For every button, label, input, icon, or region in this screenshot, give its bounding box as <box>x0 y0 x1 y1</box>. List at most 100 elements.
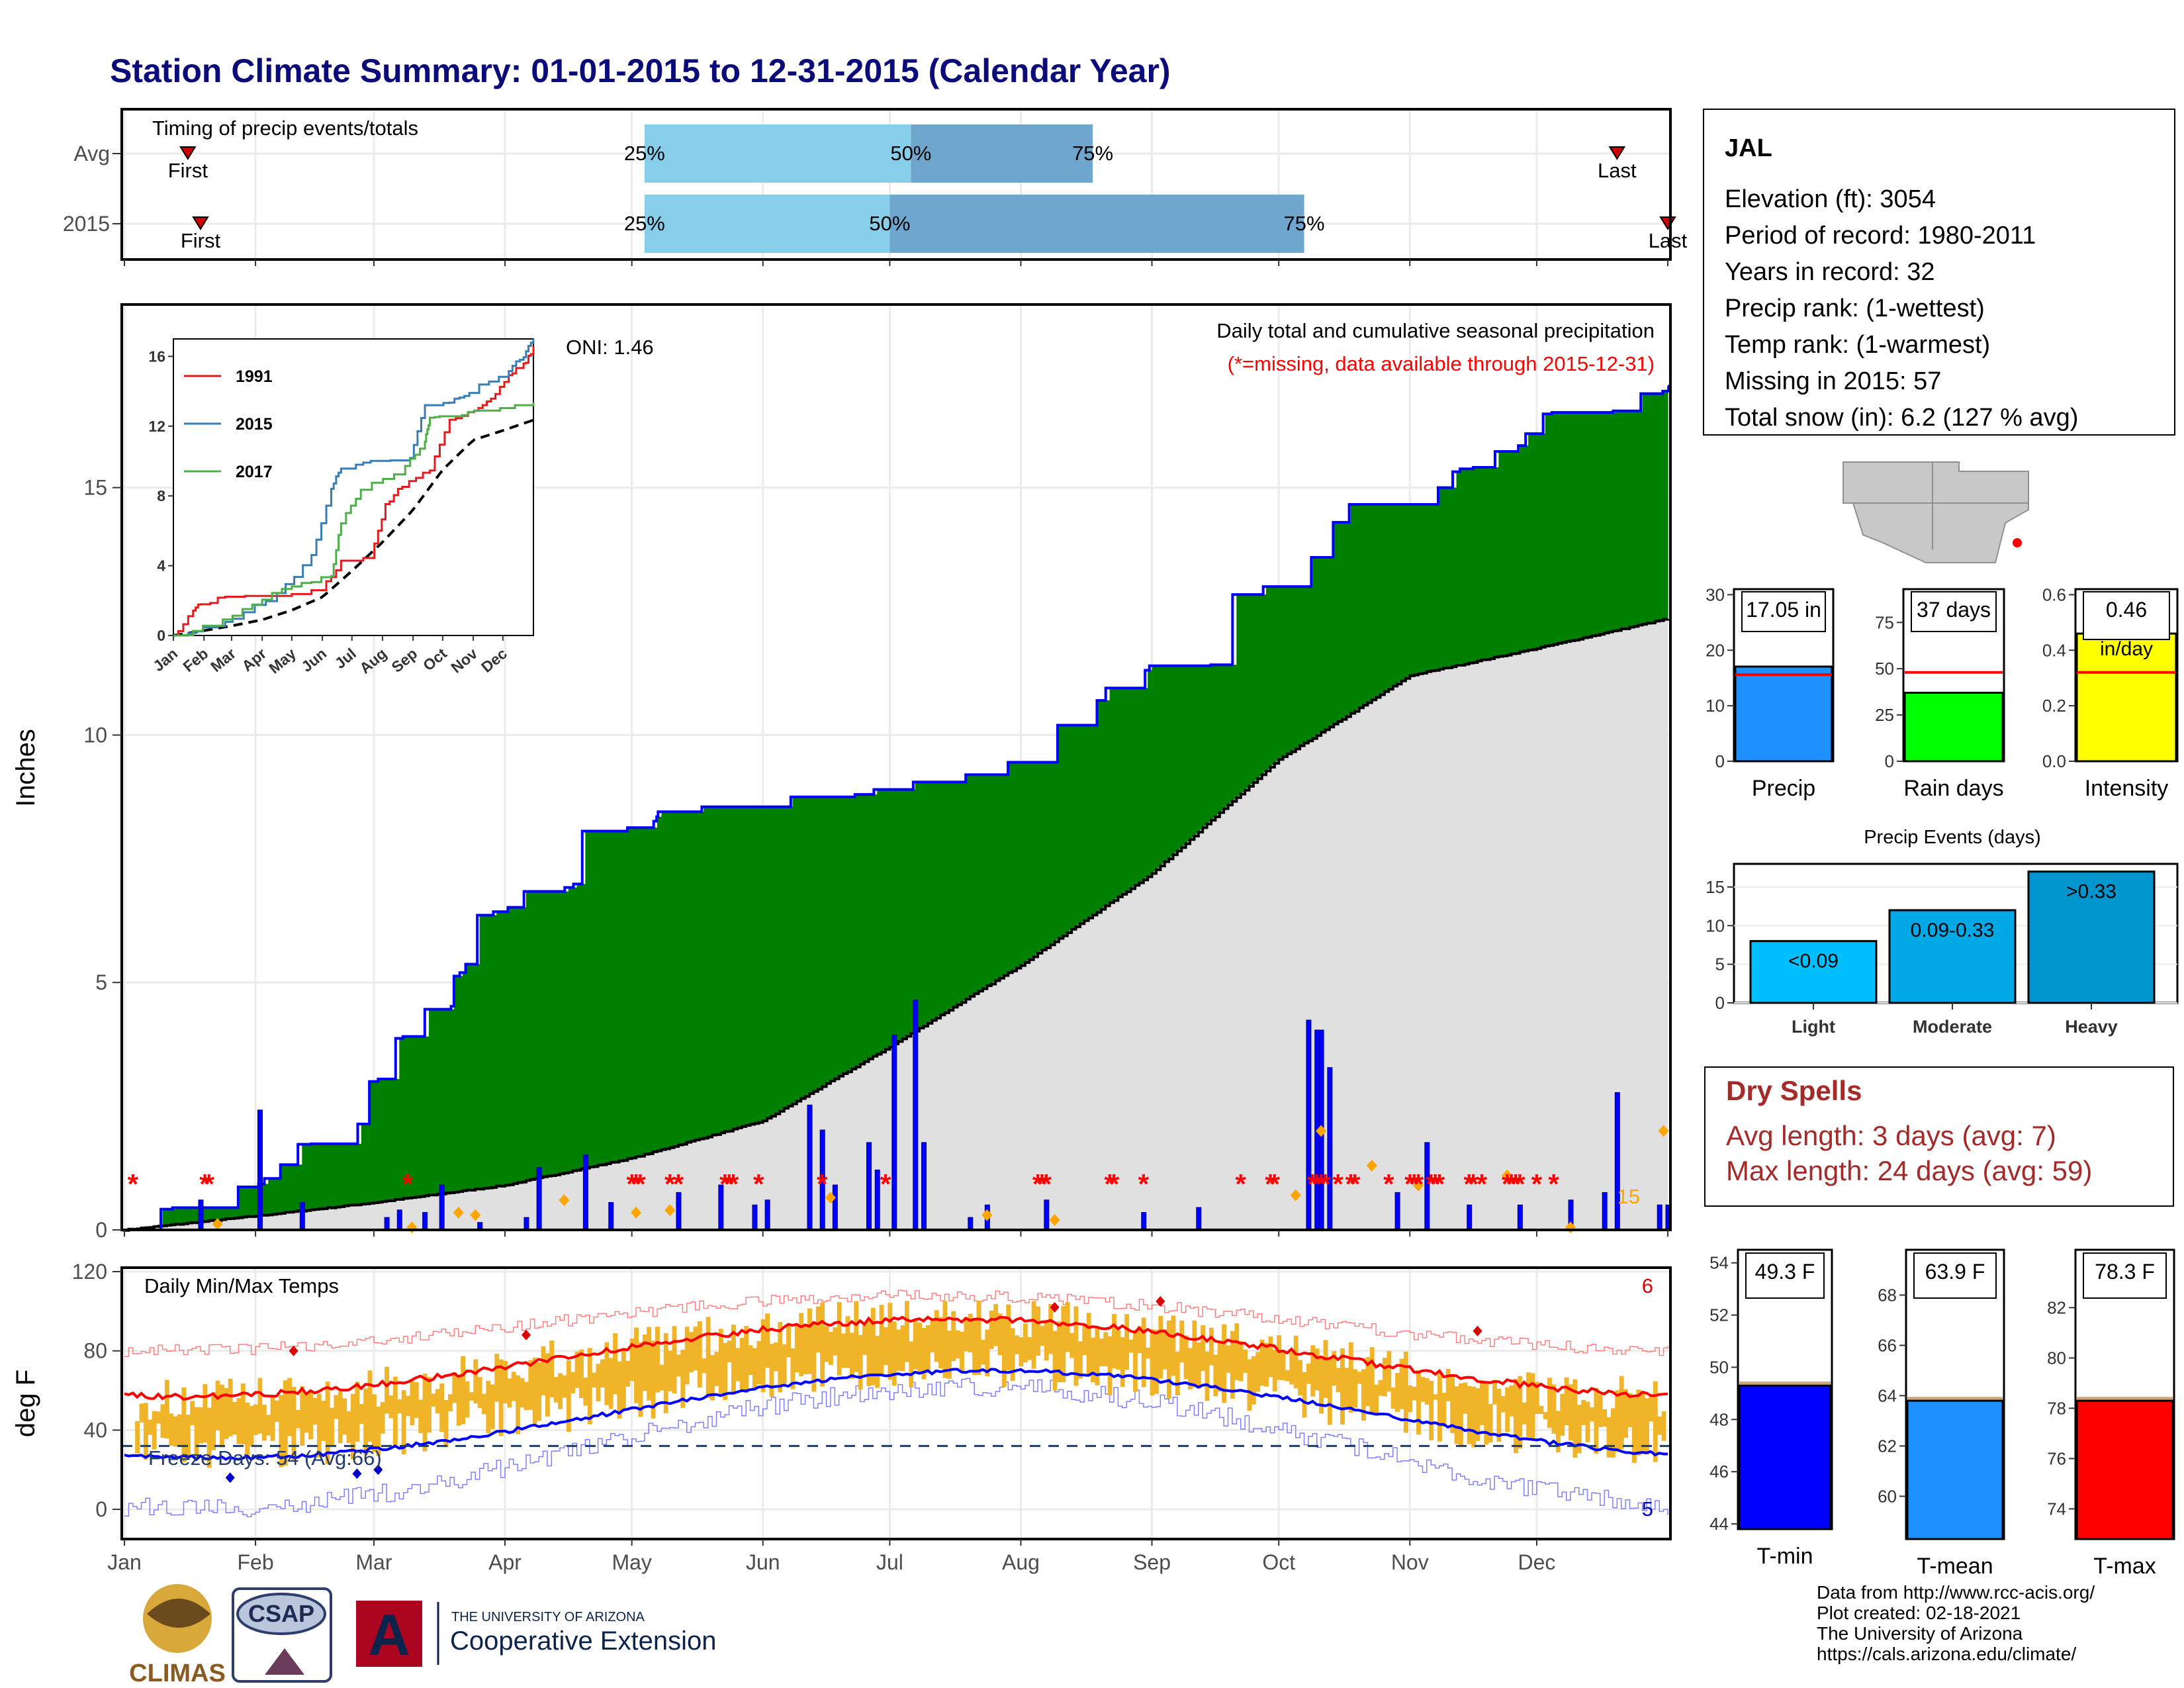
daily-temp-range-bar <box>1302 1372 1307 1418</box>
event-bar <box>2027 870 2156 1004</box>
inset-legend-label: 2017 <box>236 463 273 481</box>
daily-precip-bar <box>198 1199 204 1231</box>
first-event-label: First <box>181 229 221 252</box>
above-average-fill <box>1638 410 1643 626</box>
above-average-fill <box>615 831 620 1162</box>
extreme-precip-marker <box>1049 1214 1060 1227</box>
daily-precip-bar <box>439 1184 445 1231</box>
above-average-fill <box>475 964 480 1190</box>
daily-temp-range-bar <box>1065 1302 1070 1352</box>
first-event-marker <box>192 216 209 230</box>
daily-temp-range-bar <box>1518 1376 1523 1449</box>
daily-precip-bar <box>384 1217 390 1231</box>
tmean-y-tick-label: 62 <box>1878 1436 1897 1456</box>
above-average-fill <box>864 794 870 1062</box>
above-average-fill <box>467 964 472 1190</box>
tmean-y-tick-label: 68 <box>1878 1285 1897 1305</box>
daily-temp-range-bar <box>913 1321 918 1370</box>
extreme-precip-marker <box>664 1204 676 1217</box>
above-average-fill <box>1435 504 1440 671</box>
daily-temp-range-bar <box>190 1401 195 1426</box>
daily-temp-range-bar <box>1408 1385 1413 1413</box>
above-average-fill <box>420 1036 426 1197</box>
daily-temp-range-bar <box>980 1339 985 1365</box>
daily-temp-range-bar <box>1463 1382 1468 1414</box>
above-average-fill <box>1346 522 1351 717</box>
daily-temp-range-bar <box>1031 1301 1036 1369</box>
daily-precip-bar <box>1602 1192 1608 1231</box>
daily-temp-range-bar <box>1336 1368 1341 1393</box>
daily-temp-range-bar <box>1526 1372 1531 1438</box>
event-bar-label: 0.09-0.33 <box>1911 919 1995 941</box>
dry-spells-max-length: Max length: 24 days (avg: 59) <box>1726 1155 2092 1186</box>
timing-q25-50-bar <box>644 195 890 253</box>
above-average-fill <box>1228 665 1233 806</box>
above-average-fill <box>1024 762 1030 963</box>
above-average-fill <box>581 884 586 1169</box>
above-average-fill <box>1232 665 1237 802</box>
daily-temp-range-bar <box>266 1415 271 1436</box>
above-average-fill <box>847 796 852 1072</box>
daily-temp-range-bar <box>1569 1384 1573 1441</box>
daily-temp-range-bar <box>1272 1350 1277 1391</box>
daily-temp-range-bar <box>1610 1408 1615 1458</box>
event-category-label: Light <box>1792 1017 1835 1037</box>
above-average-fill <box>670 812 675 1148</box>
daily-precip-bar <box>913 1000 919 1231</box>
above-average-fill <box>1215 665 1220 817</box>
daily-precip-bar <box>891 1035 897 1231</box>
daily-temp-range-bar <box>1154 1329 1159 1394</box>
daily-temp-range-bar <box>760 1319 766 1393</box>
station-info-line: Elevation (ft): 3054 <box>1725 185 1936 213</box>
daily-temp-range-bar <box>1534 1382 1539 1414</box>
daily-temp-range-bar <box>312 1397 318 1425</box>
above-average-fill <box>437 1009 442 1194</box>
daily-temp-range-bar <box>989 1311 994 1349</box>
daily-temp-range-bar <box>135 1421 140 1454</box>
above-average-fill <box>733 806 739 1129</box>
daily-temp-range-bar <box>1251 1356 1256 1405</box>
daily-temp-range-bar <box>1420 1377 1426 1402</box>
above-average-fill <box>860 794 865 1064</box>
daily-temp-range-bar <box>613 1333 618 1395</box>
intensity-y-tick-label: 0.4 <box>2042 640 2066 660</box>
extreme-precip-marker <box>453 1206 464 1219</box>
daily-temp-range-bar <box>549 1340 555 1397</box>
daily-temp-range-bar <box>968 1313 973 1352</box>
daily-temp-range-bar <box>845 1316 850 1368</box>
above-average-fill <box>1367 504 1373 703</box>
daily-temp-range-bar <box>1222 1324 1227 1403</box>
above-average-fill <box>1625 410 1631 629</box>
daily-temp-range-bar <box>921 1328 927 1380</box>
above-average-fill <box>310 1144 316 1210</box>
daily-temp-range-bar <box>385 1366 390 1414</box>
above-average-fill <box>1105 700 1111 906</box>
daily-temp-range-bar <box>1585 1401 1590 1442</box>
above-average-fill <box>1295 586 1300 749</box>
daily-precip-bar <box>299 1201 305 1231</box>
daily-temp-range-bar <box>748 1345 753 1375</box>
above-average-fill <box>1308 586 1313 741</box>
above-average-fill <box>991 774 996 984</box>
daily-temp-range-bar <box>702 1358 707 1374</box>
first-event-marker <box>179 146 197 160</box>
above-average-fill <box>902 789 907 1039</box>
tmax-value: 78.3 F <box>2095 1260 2155 1284</box>
above-average-fill <box>1566 412 1571 642</box>
above-average-fill <box>1274 586 1279 764</box>
above-average-fill <box>1206 665 1212 824</box>
above-average-fill <box>1304 586 1309 743</box>
above-average-fill <box>995 774 1001 981</box>
above-average-fill <box>1245 594 1250 790</box>
above-average-fill <box>505 912 510 1186</box>
above-average-fill <box>390 1078 396 1201</box>
above-average-fill <box>1219 665 1224 813</box>
above-average-fill <box>1148 670 1153 877</box>
daily-temp-range-bar <box>1264 1342 1269 1387</box>
daily-temp-range-bar <box>1175 1351 1180 1395</box>
daily-temp-range-bar <box>1649 1395 1654 1422</box>
above-average-fill <box>704 806 709 1139</box>
above-average-fill <box>1578 412 1584 639</box>
extreme-precip-marker <box>1658 1125 1669 1137</box>
above-average-fill <box>868 794 874 1059</box>
